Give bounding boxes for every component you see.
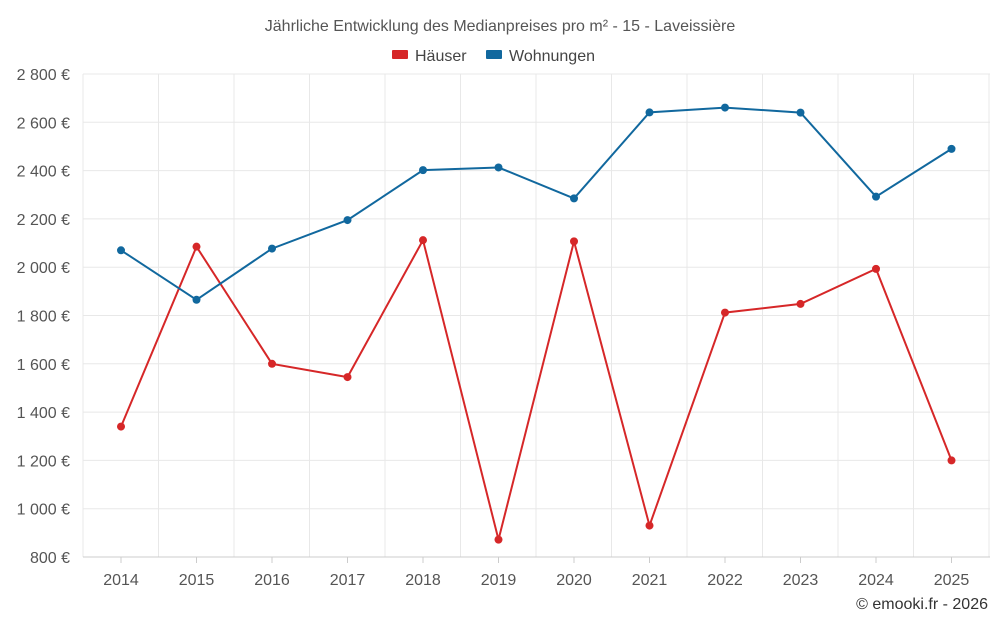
grid <box>82 73 990 558</box>
y-tick-label: 2 000 € <box>17 260 70 277</box>
data-point[interactable] <box>343 373 352 382</box>
series-wohnungen <box>117 103 956 304</box>
x-tick-label: 2019 <box>481 572 517 589</box>
x-tick-label: 2014 <box>103 572 139 589</box>
data-point[interactable] <box>343 216 352 225</box>
y-tick-label: 2 600 € <box>17 115 70 132</box>
data-point[interactable] <box>117 246 125 255</box>
y-tick-label: 800 € <box>30 550 70 567</box>
y-tick-label: 2 400 € <box>17 164 70 181</box>
x-tick-label: 2024 <box>858 572 894 589</box>
x-tick-label: 2017 <box>330 572 366 589</box>
credit-text: © emooki.fr - 2026 <box>856 596 988 613</box>
legend[interactable]: Häuser Wohnungen <box>392 48 595 65</box>
y-tick-label: 1 600 € <box>17 357 70 374</box>
legend-item-wohnungen[interactable]: Wohnungen <box>486 48 595 65</box>
y-tick-label: 1 000 € <box>17 502 70 519</box>
data-point[interactable] <box>494 535 503 544</box>
x-tick-label: 2018 <box>405 572 441 589</box>
data-point[interactable] <box>721 308 729 317</box>
legend-swatch <box>486 50 502 59</box>
x-tick-label: 2023 <box>783 572 819 589</box>
data-point[interactable] <box>872 264 880 273</box>
series-group <box>117 103 956 544</box>
data-point[interactable] <box>645 108 654 117</box>
data-point[interactable] <box>268 244 276 253</box>
series-line <box>120 106 953 302</box>
legend-label: Häuser <box>415 48 467 65</box>
data-point[interactable] <box>419 236 427 245</box>
data-point[interactable] <box>192 242 201 251</box>
data-point[interactable] <box>570 194 578 203</box>
x-tick-label: 2016 <box>254 572 290 589</box>
x-tick-label: 2022 <box>707 572 743 589</box>
x-tick-label: 2020 <box>556 572 592 589</box>
data-point[interactable] <box>947 144 956 153</box>
series-haeuser <box>117 236 956 544</box>
y-tick-label: 1 400 € <box>17 405 70 422</box>
data-point[interactable] <box>721 103 729 112</box>
data-point[interactable] <box>192 295 201 304</box>
data-point[interactable] <box>570 237 578 246</box>
data-point[interactable] <box>872 192 880 201</box>
x-axis: 2014 2015 2016 2017 2018 2019 2020 2021 2022 2023… <box>103 557 969 589</box>
data-point[interactable] <box>419 166 427 175</box>
data-point[interactable] <box>645 521 654 530</box>
data-point[interactable] <box>117 422 125 431</box>
y-axis: 800 € 1 000 € 1 200 € 1 400 € 1 600 € 1 800 €… <box>17 67 70 567</box>
series-line <box>120 237 953 540</box>
y-tick-label: 1 200 € <box>17 453 70 470</box>
data-point[interactable] <box>494 163 503 172</box>
y-tick-label: 2 200 € <box>17 212 70 229</box>
data-point[interactable] <box>796 108 805 117</box>
data-point[interactable] <box>796 299 805 308</box>
x-tick-label: 2021 <box>632 572 668 589</box>
x-tick-label: 2015 <box>179 572 215 589</box>
legend-swatch <box>392 50 408 59</box>
legend-item-haeuser[interactable]: Häuser <box>392 48 467 65</box>
chart-title: Jährliche Entwicklung des Medianpreises … <box>265 18 736 35</box>
legend-label: Wohnungen <box>509 48 595 65</box>
y-tick-label: 2 800 € <box>17 67 70 84</box>
data-point[interactable] <box>268 359 276 368</box>
x-tick-label: 2025 <box>934 572 970 589</box>
y-tick-label: 1 800 € <box>17 309 70 326</box>
data-point[interactable] <box>947 456 956 465</box>
